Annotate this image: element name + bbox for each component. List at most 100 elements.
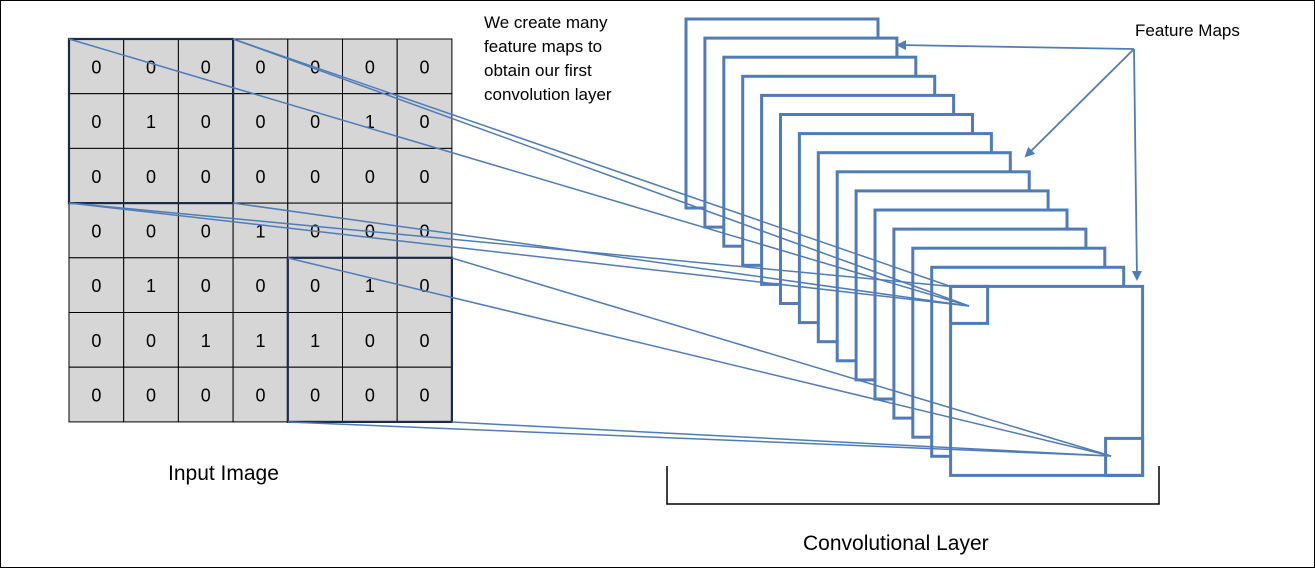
output-cell — [949, 284, 990, 325]
cell-value: 0 — [310, 276, 320, 296]
explanation-note: We create many feature maps to obtain ou… — [484, 11, 654, 107]
bracket-line — [666, 466, 1160, 505]
grid-cell — [287, 312, 343, 368]
cell-value: 0 — [201, 167, 211, 187]
convolutional-layer-bracket — [666, 466, 1160, 505]
cell-value: 1 — [310, 331, 320, 351]
cell-value: 0 — [365, 386, 375, 406]
grid-cell — [287, 93, 343, 149]
projection-line — [232, 202, 970, 307]
grid-cell — [342, 147, 398, 204]
input-image-grid: 0 0 0 0 0 0 0 0 1 0 0 0 1 0 0 0 0 0 0 0 0 0 0 0 1 0 0 0 0 1 0 0 0 1 0 0 0 1 1 1… — [67, 37, 453, 423]
cell-value: 0 — [91, 331, 101, 351]
cell-value: 0 — [201, 57, 211, 77]
grid-cell — [396, 147, 453, 204]
kernel-window — [67, 37, 235, 205]
note-line: convolution layer — [484, 85, 612, 104]
cell-value: 1 — [365, 276, 375, 296]
grid-cell — [342, 38, 398, 95]
cell-value: 0 — [146, 167, 156, 187]
cell-value: 0 — [255, 386, 265, 406]
cell-value: 0 — [91, 167, 101, 187]
grid-cell — [177, 147, 234, 204]
cell-value: 1 — [146, 276, 156, 296]
arrow — [1024, 48, 1135, 158]
cell-value: 0 — [146, 57, 156, 77]
arrow — [896, 40, 1135, 51]
cell-value: 0 — [91, 221, 101, 241]
cell-value: 0 — [365, 331, 375, 351]
note-line: obtain our first — [484, 61, 592, 80]
cell-value: 1 — [365, 112, 375, 132]
cell-value: 0 — [255, 57, 265, 77]
cell-value: 0 — [365, 57, 375, 77]
note-line: feature maps to — [484, 37, 603, 56]
cell-value: 0 — [365, 167, 375, 187]
cell-value: 0 — [420, 221, 430, 241]
cell-value: 0 — [201, 276, 211, 296]
grid-cell — [123, 38, 179, 95]
cell-value: 0 — [91, 112, 101, 132]
cell-value: 0 — [91, 276, 101, 296]
cell-value: 0 — [201, 221, 211, 241]
cell-value: 1 — [146, 112, 156, 132]
cell-value: 0 — [146, 221, 156, 241]
note-line: We create many — [484, 13, 608, 32]
projection-lines — [68, 38, 1112, 457]
projection-line — [451, 421, 1112, 457]
grid-cell — [177, 312, 234, 368]
grid-cell — [177, 366, 234, 423]
grid-cell — [232, 93, 289, 149]
convolutional-layer-label: Convolutional Layer — [803, 532, 989, 555]
grid-cell — [232, 257, 289, 313]
projection-line — [232, 38, 970, 307]
cell-value: 0 — [420, 331, 430, 351]
cell-value: 0 — [420, 167, 430, 187]
cell-value: 0 — [201, 112, 211, 132]
cell-value: 0 — [255, 112, 265, 132]
cell-value: 0 — [201, 386, 211, 406]
grid-cell — [287, 366, 343, 423]
cell-value: 0 — [420, 112, 430, 132]
grid-cell — [123, 147, 179, 204]
projection-line — [287, 421, 1112, 457]
cell-value: 1 — [201, 331, 211, 351]
grid-cell — [68, 93, 125, 149]
grid-cell — [232, 312, 289, 368]
grid-cell — [123, 257, 179, 313]
cell-value: 0 — [146, 386, 156, 406]
grid-cell — [68, 257, 125, 313]
cell-value: 0 — [310, 167, 320, 187]
grid-cell — [177, 93, 234, 149]
projection-line — [68, 202, 970, 307]
feature-map-arrows — [896, 40, 1142, 281]
cell-value: 0 — [255, 276, 265, 296]
feature-map — [949, 284, 1145, 477]
kernel-window — [286, 256, 453, 423]
grid-cell — [68, 38, 125, 95]
grid-cell — [396, 38, 453, 95]
grid-cell — [232, 202, 289, 259]
cell-value: 0 — [420, 386, 430, 406]
feature-map-stack — [684, 17, 1145, 477]
cell-value: 1 — [255, 221, 265, 241]
grid-cell — [396, 366, 453, 423]
cell-value: 0 — [420, 276, 430, 296]
projection-line — [68, 38, 970, 307]
grid-cell — [396, 257, 453, 313]
cell-value: 1 — [255, 331, 265, 351]
cell-value: 0 — [91, 386, 101, 406]
input-image-label: Input Image — [168, 462, 279, 485]
projection-line — [68, 202, 951, 288]
projection-line — [232, 38, 951, 288]
projection-line — [451, 257, 1112, 457]
grid-cell — [123, 366, 179, 423]
grid-cell — [123, 312, 179, 368]
cell-value: 0 — [91, 57, 101, 77]
grid-cell — [68, 312, 125, 368]
feature-maps-label: Feature Maps — [1135, 21, 1240, 40]
cell-value: 0 — [420, 57, 430, 77]
cell-value: 0 — [255, 167, 265, 187]
